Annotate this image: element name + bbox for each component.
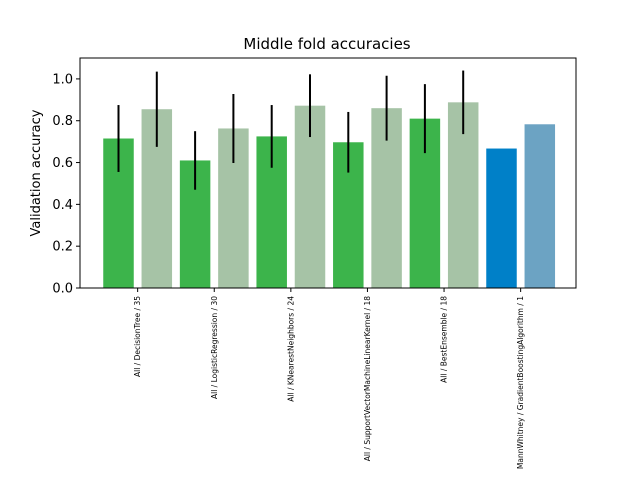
y-tick-label: 0.8 bbox=[52, 114, 73, 129]
x-tick-label: All / SupportVectorMachineLinearKernel /… bbox=[363, 296, 372, 461]
y-axis-ticks: 0.0 0.2 0.4 0.6 0.8 1.0 bbox=[52, 72, 80, 297]
x-tick-label: All / DecisionTree / 35 bbox=[133, 296, 142, 377]
chart-title: Middle fold accuracies bbox=[243, 35, 410, 53]
bar-group bbox=[103, 102, 556, 289]
x-tick-label: MannWhitney / GradientBoostingAlgorithm … bbox=[516, 296, 525, 469]
x-tick-label: All / LogisticRegression / 30 bbox=[210, 296, 219, 399]
y-tick-label: 0.6 bbox=[52, 156, 73, 171]
y-tick-label: 1.0 bbox=[52, 72, 73, 87]
y-tick-label: 0.4 bbox=[52, 198, 73, 213]
y-axis-label: Validation accuracy bbox=[29, 109, 44, 236]
y-tick-label: 0.2 bbox=[52, 240, 73, 255]
x-axis-ticks: All / DecisionTree / 35 All / LogisticReg… bbox=[133, 288, 525, 469]
y-tick-label: 0.0 bbox=[52, 282, 73, 297]
bar bbox=[524, 124, 556, 288]
x-tick-label: All / KNearestNeighbors / 24 bbox=[286, 296, 295, 402]
error-bar-group bbox=[117, 70, 465, 190]
x-tick-label: All / BestEnsemble / 18 bbox=[440, 296, 449, 383]
bar bbox=[486, 148, 517, 288]
axes-frame bbox=[79, 57, 577, 289]
